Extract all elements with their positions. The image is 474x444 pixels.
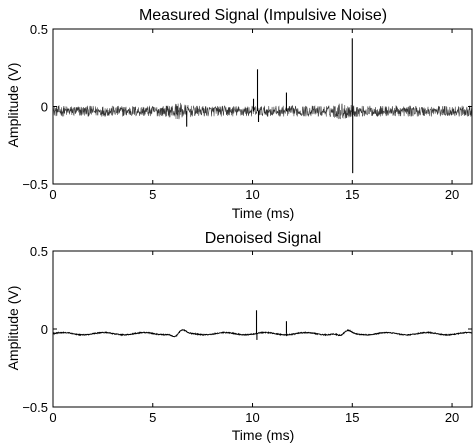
x-tick-label: 20 (445, 187, 459, 202)
chart-title: Denoised Signal (205, 230, 322, 247)
x-tick-label: 10 (245, 187, 259, 202)
y-tick-label: −0.5 (22, 400, 48, 415)
x-tick-label: 0 (49, 187, 56, 202)
y-tick-label: 0.5 (30, 22, 48, 37)
y-tick-label: 0 (41, 100, 48, 115)
y-tick-label: −0.5 (22, 177, 48, 192)
y-axis-label: Amplitude (V) (5, 286, 21, 371)
x-axis-label: Time (ms) (232, 205, 294, 221)
tick-layer: 0 5 10 15 20−0.500.5 (22, 244, 472, 425)
y-tick-label: 0 (41, 322, 48, 337)
chart-title: Measured Signal (Impulsive Noise) (139, 7, 387, 24)
x-tick-label: 5 (149, 187, 156, 202)
plot-area (52, 250, 473, 408)
tick-layer: 0 5 10 15 20−0.500.5 (22, 22, 472, 202)
data-layer (52, 310, 473, 340)
x-axis-label: Time (ms) (232, 427, 294, 443)
chart-bottom: Denoised Signal Time (ms) Amplitude (V) … (5, 230, 473, 443)
series-line (52, 102, 473, 120)
x-tick-label: 15 (345, 187, 359, 202)
x-tick-label: 15 (345, 410, 359, 425)
y-axis-label: Amplitude (V) (5, 63, 21, 148)
chart-top: Measured Signal (Impulsive Noise) Time (… (5, 7, 473, 221)
x-tick-label: 5 (149, 410, 156, 425)
x-tick-label: 20 (445, 410, 459, 425)
x-tick-label: 0 (49, 410, 56, 425)
x-tick-label: 10 (245, 410, 259, 425)
series-line (52, 328, 473, 338)
y-tick-label: 0.5 (30, 244, 48, 259)
data-layer (52, 38, 473, 174)
